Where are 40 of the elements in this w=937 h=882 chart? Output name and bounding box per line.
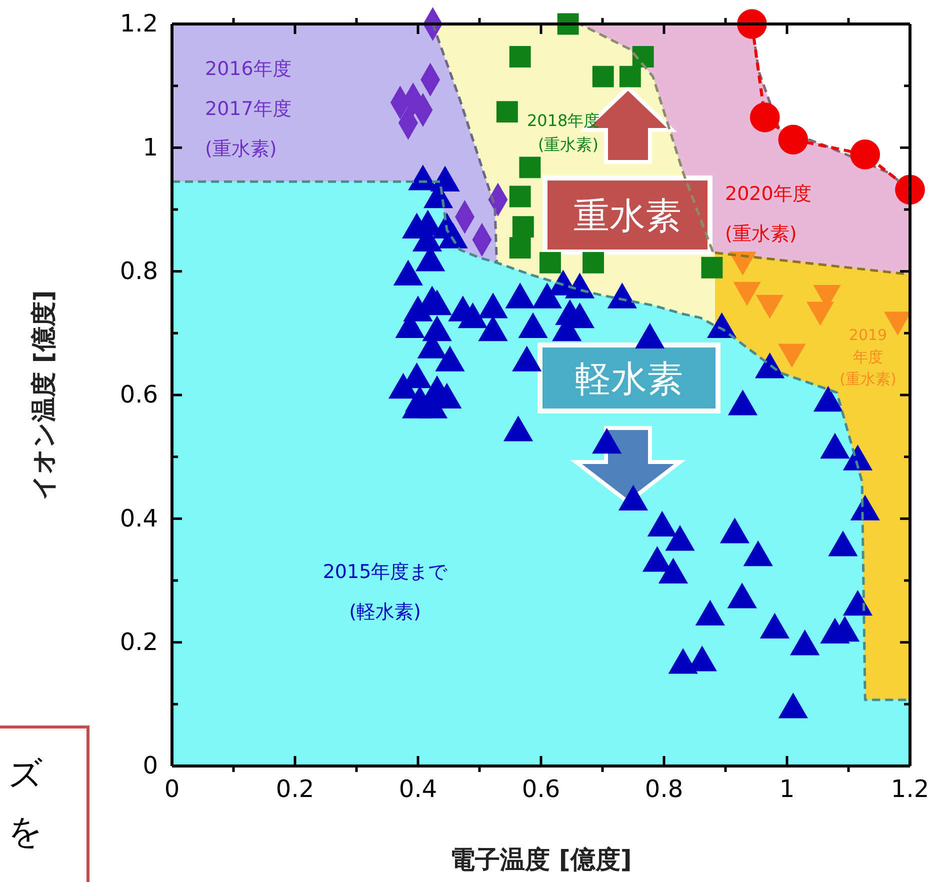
series-label: 2019 年度 (重水素) [840,326,896,388]
y-tick-label: 0.2 [120,628,158,656]
text: 2015年度まで (軽水素) [322,561,448,623]
x-axis-title: 電子温度 [億度] [450,845,632,874]
x-tick-label: 1 [779,775,795,804]
x-tick-label: 0 [164,775,180,804]
annotation: 軽水素 [575,359,683,400]
y-tick-label: 0.8 [120,257,158,286]
y-tick-label: 1 [142,133,158,162]
y-axis-title: イオン温度 [億度] [29,290,58,500]
point [509,46,531,68]
series-label: 2020年度 (重水素) [725,183,812,245]
point [619,66,641,88]
annotation: 重水素 [574,196,682,237]
x-tick-label: 0.2 [276,775,314,804]
y-tick-label: 0 [142,752,158,780]
point [540,252,561,274]
point [509,186,531,208]
y-tick-label: 1.2 [120,10,158,38]
point [582,252,604,274]
x-tick-label: 0.8 [644,775,684,804]
point [509,237,531,259]
point [778,124,808,155]
x-tick-label: 0.6 [522,775,560,804]
series-label: 2018年度 (重水素) [527,111,600,154]
x-tick-label: 0.4 [398,775,438,804]
point [701,256,723,278]
text: を [8,812,43,852]
point [496,101,518,123]
text: 2016年度 2017年度 (重水素) [205,58,292,160]
point [632,46,654,68]
y-tick-label: 0.4 [120,504,158,532]
point [519,156,541,178]
point [512,216,534,238]
text: ズ [8,754,43,794]
point [750,102,780,132]
point [850,140,880,170]
x-tick-label: 1.2 [890,775,930,804]
point [592,66,614,88]
y-tick-label: 0.6 [120,380,158,409]
